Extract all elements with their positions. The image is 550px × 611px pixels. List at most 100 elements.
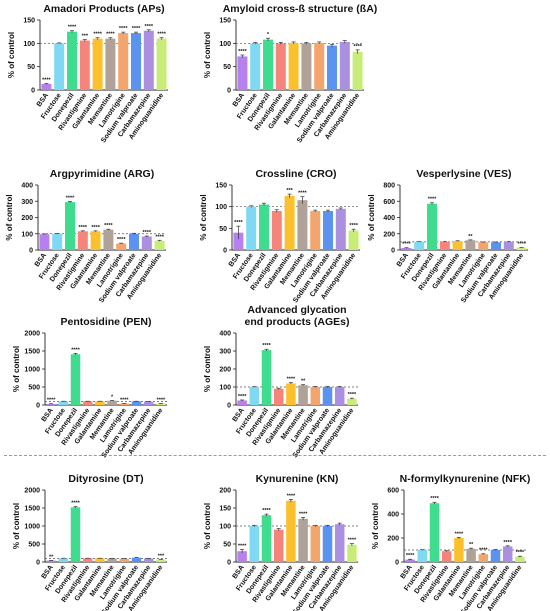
chart-title-line: Pentosidine (PEN) [60, 316, 151, 328]
significance-label: ** [49, 554, 54, 560]
significance-label: **** [143, 230, 152, 236]
bar-rivastigmine [79, 40, 90, 90]
y-tick-label: 400 [21, 183, 33, 190]
y-tick-label: 50 [27, 64, 35, 71]
significance-label: ** [469, 542, 474, 548]
y-tick-label: 50 [223, 64, 231, 71]
bar-aminoguanidine [347, 398, 357, 405]
chart-title: Vesperlysine (VES) [416, 168, 511, 180]
significance-label: * [111, 394, 114, 400]
bar-memantine [465, 240, 476, 250]
bar-memantine [105, 38, 116, 90]
significance-label: **** [104, 223, 113, 229]
y-tick-label: 0 [36, 403, 40, 410]
chart-title-line: Vesperlysine (VES) [416, 168, 511, 180]
bar-galantamine [288, 42, 299, 90]
bar-fructose [58, 401, 69, 405]
bar-donepezil [259, 204, 269, 250]
bar-aminoguanidine [347, 544, 357, 562]
chart-title-line: Amadori Products (APs) [43, 3, 164, 15]
bar-donepezil [70, 354, 81, 405]
bar-aminoguanidine [348, 230, 359, 250]
significance-label: *** [158, 553, 165, 559]
y-tick-label: 0 [395, 560, 399, 567]
y-tick-label: 400 [383, 215, 395, 222]
significance-label: **** [71, 347, 80, 353]
chart-panel-6: Pentosidine (PEN) % of control 0 500 1000 150… [12, 316, 167, 459]
bar-memantine [301, 43, 312, 90]
y-tick-label: 0 [31, 88, 35, 95]
bar-donepezil [263, 39, 273, 90]
bar-lamotrigine [119, 403, 130, 405]
significance-label: * [267, 32, 270, 38]
significance-label: **** [157, 397, 166, 403]
bar-lamotrigine [310, 526, 321, 562]
bar-bsa [237, 551, 247, 562]
chart-title: Advanced glycation end products (AGEs) [244, 304, 349, 328]
y-tick-label: 500 [28, 542, 40, 549]
bar-galantamine [90, 231, 101, 250]
bar-galantamine [284, 195, 295, 250]
bar-sodium-valproate [490, 550, 501, 562]
y-tick-label: 150 [23, 18, 35, 25]
y-tick-label: 100 [219, 41, 231, 48]
bar-donepezil [427, 203, 437, 250]
bar-lamotrigine [310, 211, 321, 250]
significance-label: **** [106, 32, 115, 38]
significance-label: **** [66, 195, 75, 201]
y-tick-label: 0 [223, 248, 227, 255]
significance-label: **** [71, 501, 80, 507]
bar-bsa [405, 559, 415, 562]
bar-sodium-valproate [131, 557, 142, 562]
bar-rivastigmine [82, 401, 93, 405]
bar-fructose [246, 206, 257, 250]
bar-memantine [297, 200, 308, 250]
bar-bsa [46, 403, 56, 405]
bar-memantine [298, 518, 308, 562]
bar-carbamazepine [141, 236, 152, 250]
y-axis-label: % of control [199, 194, 208, 240]
bar-donepezil [261, 350, 272, 405]
chart-panel-9: Kynurenine (KN) % of control 0 50 100 150 200 *… [203, 473, 358, 611]
significance-label: **** [47, 398, 56, 404]
y-tick-label: 800 [383, 183, 395, 190]
y-tick-label: 150 [219, 18, 231, 25]
significance-label: **** [79, 225, 88, 231]
bar-aminoguanidine [515, 556, 525, 562]
significance-label: **** [299, 511, 308, 517]
chart-panel-10: N-formylkynurenine (NFK) % of control 0 200… [371, 473, 530, 611]
significance-label: ** [301, 379, 306, 385]
bar-bsa [46, 560, 56, 562]
chart-panel-8: Dityrosine (DT) % of control 0 500 1000 1500 2… [12, 473, 167, 611]
bar-sodium-valproate [131, 401, 142, 405]
y-tick-label: 0 [36, 560, 40, 567]
bar-sodium-valproate [491, 242, 501, 250]
bar-sodium-valproate [322, 526, 333, 562]
bar-bsa [401, 247, 412, 250]
section-separator [4, 455, 546, 456]
significance-label: *** [286, 188, 293, 194]
significance-label: **** [93, 32, 102, 38]
y-tick-label: 200 [383, 231, 395, 238]
significance-label: **** [145, 24, 154, 30]
bar-sodium-valproate [322, 387, 333, 405]
significance-label: **** [157, 32, 166, 38]
bar-carbamazepine [339, 41, 350, 90]
y-tick-label: 0 [391, 248, 395, 255]
bar-aminoguanidine [156, 38, 167, 90]
y-axis-label: % of control [367, 194, 376, 240]
bar-carbamazepine [503, 241, 514, 250]
significance-label: **** [68, 25, 77, 31]
y-tick-label: 2000 [24, 488, 40, 495]
y-tick-label: 100 [219, 385, 231, 392]
chart-title: Dityrosine (DT) [68, 473, 143, 485]
bar-lamotrigine [116, 243, 127, 250]
bar-galantamine [92, 38, 103, 90]
significance-label: **** [402, 242, 411, 248]
y-axis-label: % of control [371, 503, 380, 549]
significance-label: ** [468, 234, 473, 240]
significance-label: **** [155, 234, 164, 240]
significance-label: **** [238, 394, 247, 400]
bar-rivastigmine [275, 43, 286, 90]
bar-galantamine [95, 401, 105, 405]
